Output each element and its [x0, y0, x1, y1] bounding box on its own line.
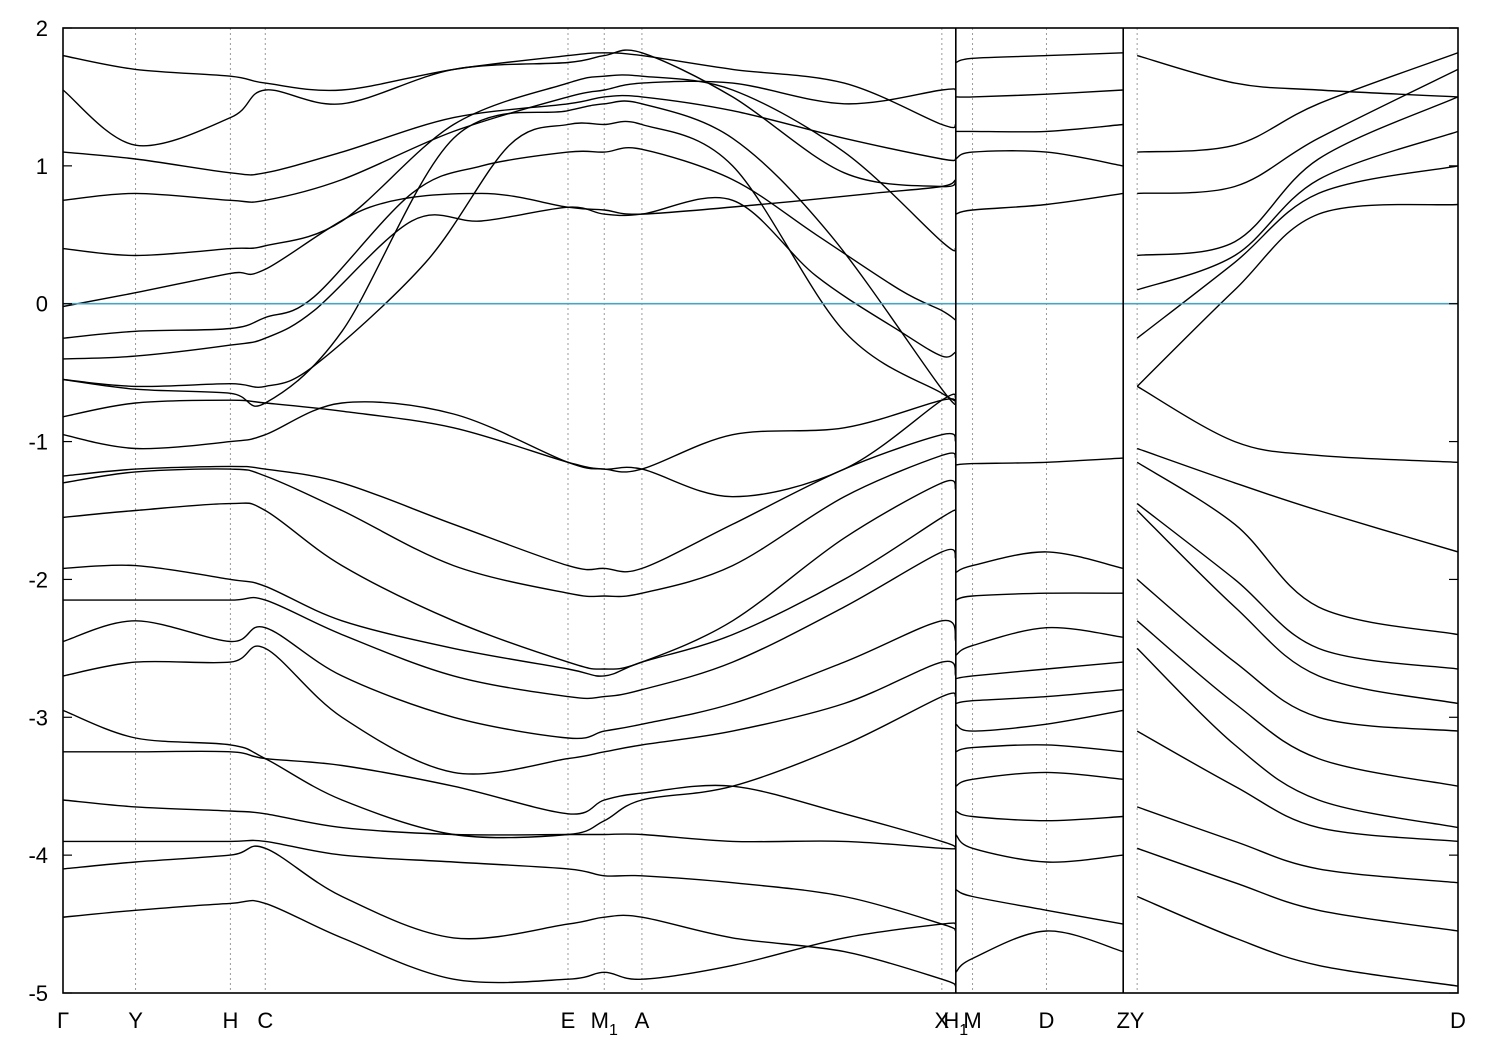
x-tick-label: Y: [1130, 1008, 1145, 1033]
band-line: [1136, 385, 1458, 463]
band-line: [1137, 68, 1458, 195]
x-tick-label: C: [257, 1008, 273, 1033]
band-line: [1136, 847, 1458, 932]
x-tick-label: X: [935, 1008, 950, 1033]
band-line: [1136, 461, 1458, 636]
x-tick-label: H1: [943, 1008, 968, 1039]
band-line: [63, 750, 956, 849]
x-tick-label: M: [963, 1008, 981, 1033]
band-line: [1137, 52, 1458, 153]
band-line: [1136, 503, 1458, 670]
energy-bands: [63, 49, 1458, 987]
band-line: [1136, 647, 1458, 829]
x-tick-label: D: [1039, 1008, 1055, 1033]
plot-frame: [62, 27, 1459, 994]
band-line: [955, 52, 1124, 64]
band-line: [1136, 130, 1458, 291]
plot-border: [62, 27, 1459, 994]
band-line: [955, 626, 1124, 656]
x-tick-label: D: [1450, 1008, 1466, 1033]
band-line: [955, 771, 1124, 787]
band-line: [955, 930, 1124, 973]
band-line: [1136, 806, 1458, 884]
band-line: [63, 479, 956, 670]
x-tick-label: E: [561, 1008, 576, 1033]
x-tick-label: Y: [128, 1008, 143, 1033]
band-line: [63, 799, 956, 850]
band-line: [63, 509, 956, 677]
y-tick-label: 0: [36, 292, 48, 317]
x-tick-label: Z: [1116, 1008, 1129, 1033]
band-line: [1136, 447, 1458, 553]
y-tick-label: -5: [28, 981, 48, 1006]
band-line: [63, 52, 956, 129]
band-line: [63, 845, 956, 987]
band-line: [1136, 510, 1458, 705]
band-line: [955, 457, 1124, 466]
band-line: [955, 709, 1124, 732]
band-line: [63, 619, 956, 740]
band-line: [955, 123, 1124, 133]
band-line: [955, 744, 1124, 753]
band-line: [1137, 54, 1458, 98]
band-line: [63, 94, 956, 176]
band-line: [955, 192, 1124, 215]
band-line: [955, 689, 1124, 705]
band-line: [1136, 730, 1458, 843]
band-line: [955, 551, 1124, 574]
band-line: [63, 100, 956, 407]
x-tick-label: M1: [591, 1008, 618, 1039]
band-line: [63, 49, 956, 188]
band-line: [63, 196, 956, 360]
band-line: [1136, 620, 1458, 787]
y-tick-label: 2: [36, 16, 48, 41]
y-tick-label: -4: [28, 843, 48, 868]
band-line: [63, 398, 956, 473]
band-line: [955, 150, 1124, 167]
band-line: [63, 432, 956, 573]
band-line: [63, 178, 956, 308]
band-line: [955, 810, 1124, 822]
x-tick-label: Γ: [57, 1008, 69, 1033]
band-line: [1136, 165, 1458, 339]
band-line: [63, 120, 956, 402]
y-tick-label: -3: [28, 705, 48, 730]
band-line: [63, 899, 956, 984]
band-line: [955, 89, 1124, 98]
band-line: [955, 833, 1124, 863]
band-line: [63, 548, 956, 700]
band-line: [1136, 578, 1458, 732]
band-line: [955, 661, 1124, 680]
band-line: [63, 74, 956, 257]
band-line: [1136, 895, 1458, 987]
band-line: [63, 692, 956, 839]
band-line: [955, 888, 1124, 925]
band-line: [955, 592, 1124, 601]
band-line: [63, 147, 956, 339]
band-line: [63, 645, 956, 775]
y-axis: 2 1 0 -1 -2 -3 -4 -5: [28, 16, 1458, 1006]
band-line: [63, 452, 956, 598]
y-tick-label: 1: [36, 154, 48, 179]
band-line: [63, 839, 956, 932]
x-tick-label: H: [222, 1008, 238, 1033]
band-line: [1136, 203, 1458, 387]
band-line: [63, 80, 956, 203]
y-tick-label: -1: [28, 430, 48, 455]
high-symmetry-guides: [135, 28, 1138, 993]
y-tick-label: -2: [28, 567, 48, 592]
x-tick-label: A: [635, 1008, 650, 1033]
band-line: [1137, 96, 1458, 257]
